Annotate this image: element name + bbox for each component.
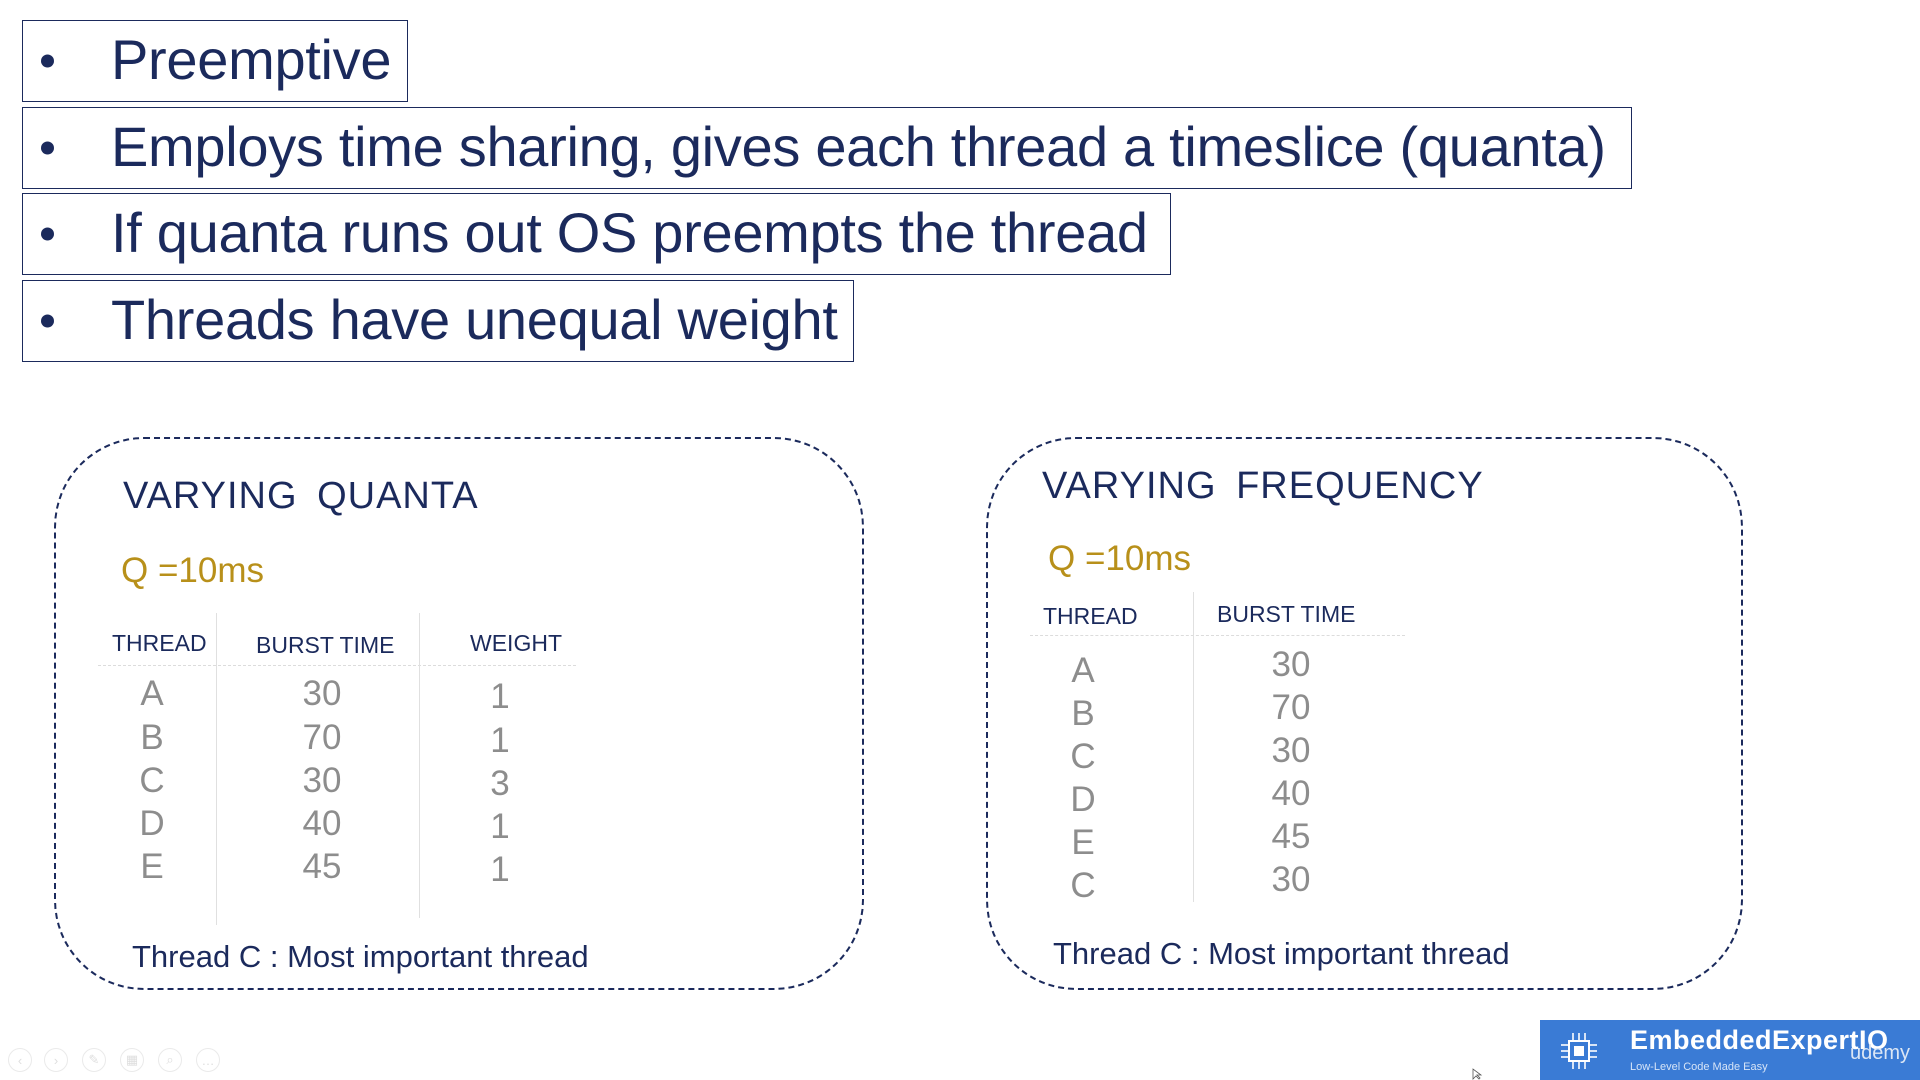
footnote-text: : Most important thread [261,939,589,974]
mouse-cursor-icon [1472,1068,1483,1080]
quanta-label: Q =10ms [1048,539,1191,578]
quanta-label: Q =10ms [121,551,264,590]
table-column-divider [1193,592,1194,902]
more-icon[interactable]: … [196,1048,220,1072]
table-column-divider [419,613,420,918]
thread-cell: C [139,761,165,800]
weight-cell: 1 [490,807,510,846]
burst-cell: 30 [302,761,342,800]
weight-cell: 1 [490,721,510,760]
burst-cell: 40 [302,804,342,843]
col-header-burst-time: BURST TIME [1217,601,1356,627]
bullet-dot [41,314,54,328]
prev-slide-icon[interactable]: ‹ [8,1048,32,1072]
burst-cell: 30 [1271,731,1311,770]
thread-cell: C [1070,866,1096,905]
weight-cell: 1 [490,850,510,889]
brand-tagline: Low-Level Code Made Easy [1630,1061,1768,1073]
thread-cell: E [1071,823,1095,862]
table-header-divider [98,665,576,666]
footnote: Thread C : Most important thread [132,939,589,975]
weight-cell: 3 [490,764,510,803]
thread-cell: B [140,718,164,757]
table-column-divider [216,613,217,925]
brand-name: EmbeddedExpertIO [1630,1025,1889,1055]
thread-cell: A [140,674,164,713]
bullet-box-1: Preemptive [22,20,408,102]
col-header-burst-time: BURST TIME [256,632,395,658]
panel-title: VARYING QUANTA [123,475,479,517]
thread-cell: C [1070,737,1096,776]
footnote-thread-c: Thread C [1053,936,1183,971]
col-header-thread: THREAD [112,630,207,656]
thread-cell: D [1070,780,1096,819]
footnote-thread-c: Thread C [132,939,262,974]
burst-cell: 40 [1271,774,1311,813]
col-header-thread: THREAD [1043,603,1138,629]
bullet-text: Threads have unequal weight [111,288,838,352]
col-header-weight: WEIGHT [470,630,562,656]
chip-logo-icon [1561,1033,1597,1069]
burst-cell: 30 [302,674,342,713]
zoom-icon[interactable]: ⌕ [158,1048,182,1072]
pen-icon[interactable]: ✎ [82,1048,106,1072]
burst-cell: 45 [1271,817,1311,856]
footnote-text: : Most important thread [1182,936,1510,971]
weight-cell: 1 [490,677,510,716]
footnote: Thread C : Most important thread [1053,936,1510,972]
bullet-dot [41,54,54,68]
brand-badge: EmbeddedExpertIO Low-Level Code Made Eas… [1540,1020,1920,1080]
burst-cell: 70 [1271,688,1311,727]
bullet-box-3: If quanta runs out OS preempts the threa… [22,193,1171,275]
varying-frequency-panel [986,437,1743,990]
panel-title: VARYING FREQUENCY [1042,465,1484,507]
bullet-dot [41,227,54,241]
burst-cell: 30 [1271,645,1311,684]
burst-cell: 30 [1271,860,1311,899]
bullet-text: Employs time sharing, gives each thread … [111,115,1606,179]
next-slide-icon[interactable]: › [44,1048,68,1072]
bullet-dot [41,141,54,155]
burst-cell: 45 [302,847,342,886]
varying-quanta-panel [54,437,864,990]
bullet-box-4: Threads have unequal weight [22,280,854,362]
thread-cell: B [1071,694,1095,733]
bullet-text: Preemptive [111,28,392,92]
thread-cell: A [1071,651,1095,690]
bullet-box-2: Employs time sharing, gives each thread … [22,107,1632,189]
slides-icon[interactable]: ▦ [120,1048,144,1072]
udemy-watermark: udemy [1849,1042,1910,1064]
table-header-divider [1030,635,1405,636]
thread-cell: D [139,804,165,843]
burst-cell: 70 [302,718,342,757]
bullet-text: If quanta runs out OS preempts the threa… [111,201,1148,265]
thread-cell: E [140,847,164,886]
